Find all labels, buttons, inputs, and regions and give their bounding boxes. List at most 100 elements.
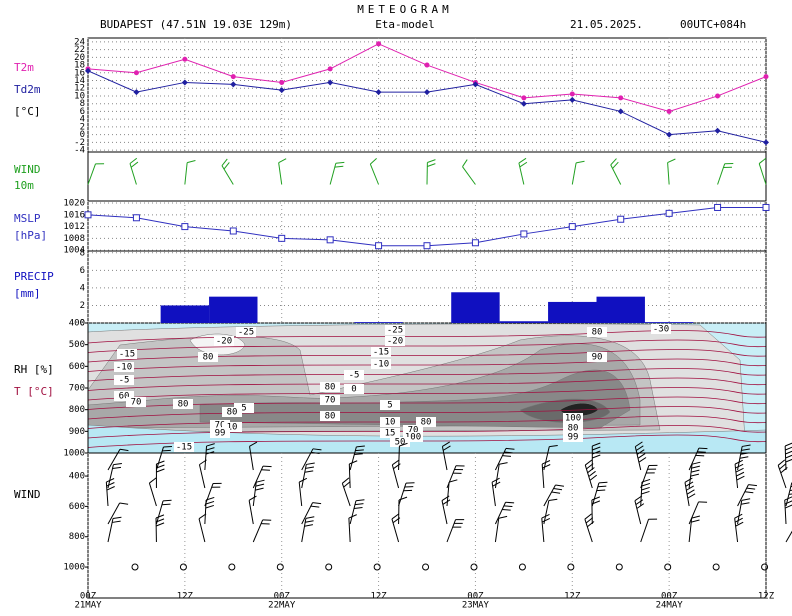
contour-label: 99 bbox=[215, 429, 226, 439]
wind-barb bbox=[349, 464, 350, 488]
point bbox=[763, 139, 769, 145]
contour-label: 10 bbox=[385, 418, 396, 428]
contour-label: -20 bbox=[387, 337, 403, 347]
calm bbox=[616, 564, 622, 570]
y-tick-label: 800 bbox=[69, 532, 85, 542]
legend-td2m: Td2m bbox=[14, 83, 41, 96]
wind-barb bbox=[222, 166, 233, 185]
point bbox=[279, 235, 285, 241]
wind-barb bbox=[261, 470, 270, 471]
x-date-label: 23MAY bbox=[462, 601, 490, 611]
point bbox=[715, 93, 720, 98]
point bbox=[569, 224, 575, 230]
wind-barb bbox=[786, 455, 792, 458]
contour-label: -30 bbox=[653, 325, 669, 335]
point bbox=[230, 228, 236, 234]
wind-barb bbox=[255, 488, 263, 490]
wind-barb bbox=[306, 463, 314, 464]
wind-barb bbox=[742, 499, 750, 501]
wind-barb bbox=[502, 509, 511, 510]
wind-barb bbox=[249, 500, 253, 524]
wind-barb bbox=[305, 471, 313, 472]
wind-barb bbox=[685, 478, 692, 482]
label: RH [%] bbox=[14, 363, 54, 376]
contour-label: -5 bbox=[119, 376, 130, 386]
wind-barb bbox=[590, 475, 597, 480]
y-tick-label: 1016 bbox=[63, 210, 85, 220]
bar bbox=[451, 292, 499, 323]
wind-barb bbox=[311, 506, 319, 507]
wind-barb bbox=[641, 491, 649, 494]
wind-barb bbox=[735, 464, 743, 468]
point bbox=[182, 79, 188, 85]
wind-barb bbox=[206, 505, 214, 508]
wind-barb bbox=[199, 465, 204, 488]
wind-barb bbox=[185, 163, 187, 185]
wind-barb bbox=[781, 467, 788, 472]
point bbox=[134, 70, 139, 75]
wind-barb bbox=[668, 163, 670, 185]
wind-barb bbox=[256, 480, 264, 482]
bar bbox=[548, 302, 596, 323]
wind-barb bbox=[576, 161, 584, 163]
contour-label: -10 bbox=[373, 360, 389, 370]
wind-barb bbox=[163, 500, 172, 501]
wind-barb bbox=[354, 454, 363, 455]
wind-barb bbox=[113, 463, 121, 464]
bar bbox=[354, 322, 402, 323]
y-tick-label: 800 bbox=[69, 405, 85, 415]
wind-barb bbox=[344, 482, 351, 487]
contour-label: 70 bbox=[131, 398, 142, 408]
y-tick-label: 500 bbox=[69, 340, 85, 350]
point bbox=[133, 215, 139, 221]
point bbox=[618, 95, 623, 100]
wind-barb bbox=[592, 455, 600, 458]
bar bbox=[209, 297, 257, 323]
wind-barb bbox=[156, 461, 164, 464]
point bbox=[666, 210, 672, 216]
y-tick-label: 400 bbox=[69, 319, 85, 329]
bar bbox=[161, 305, 209, 323]
bar bbox=[645, 322, 693, 323]
point bbox=[667, 109, 672, 114]
wind-barb bbox=[639, 457, 646, 462]
wind-barb bbox=[393, 464, 400, 469]
wind-barb bbox=[149, 478, 156, 483]
label: WIND bbox=[14, 488, 41, 501]
calm bbox=[762, 564, 768, 570]
wind-barb bbox=[687, 490, 694, 494]
y-tick-label: 700 bbox=[69, 384, 85, 394]
wind-barb bbox=[736, 468, 744, 472]
point bbox=[521, 95, 526, 100]
wind-barb bbox=[686, 486, 693, 490]
wind-barb bbox=[113, 517, 121, 518]
y-tick-label: -4 bbox=[74, 146, 85, 156]
y-tick-label: 400 bbox=[69, 472, 85, 482]
point bbox=[279, 87, 285, 93]
wind-barb bbox=[641, 519, 649, 542]
wind-barb bbox=[162, 504, 171, 505]
contour-label: -5 bbox=[349, 371, 360, 381]
wind-barb bbox=[785, 501, 792, 504]
point bbox=[472, 240, 478, 246]
wind-barb bbox=[336, 162, 345, 163]
y-tick-label: 600 bbox=[69, 362, 85, 372]
wind-barb bbox=[492, 478, 500, 482]
contour-label: 80 bbox=[592, 328, 603, 338]
y-tick-label: 1008 bbox=[63, 234, 85, 244]
calm bbox=[665, 564, 671, 570]
wind-barb bbox=[443, 500, 450, 505]
wind-barb bbox=[691, 520, 699, 522]
wind-barb bbox=[542, 464, 550, 468]
label: PRECIP bbox=[14, 270, 54, 283]
wind-barb bbox=[156, 469, 164, 472]
point bbox=[425, 63, 430, 68]
wind-barb bbox=[88, 164, 96, 185]
point bbox=[715, 204, 721, 210]
wind-barb bbox=[638, 454, 645, 459]
wind-barb bbox=[592, 497, 600, 500]
contour-label: 5 bbox=[387, 401, 392, 411]
calm bbox=[277, 564, 283, 570]
wind-barb bbox=[355, 504, 363, 505]
wind-barb bbox=[555, 485, 563, 486]
